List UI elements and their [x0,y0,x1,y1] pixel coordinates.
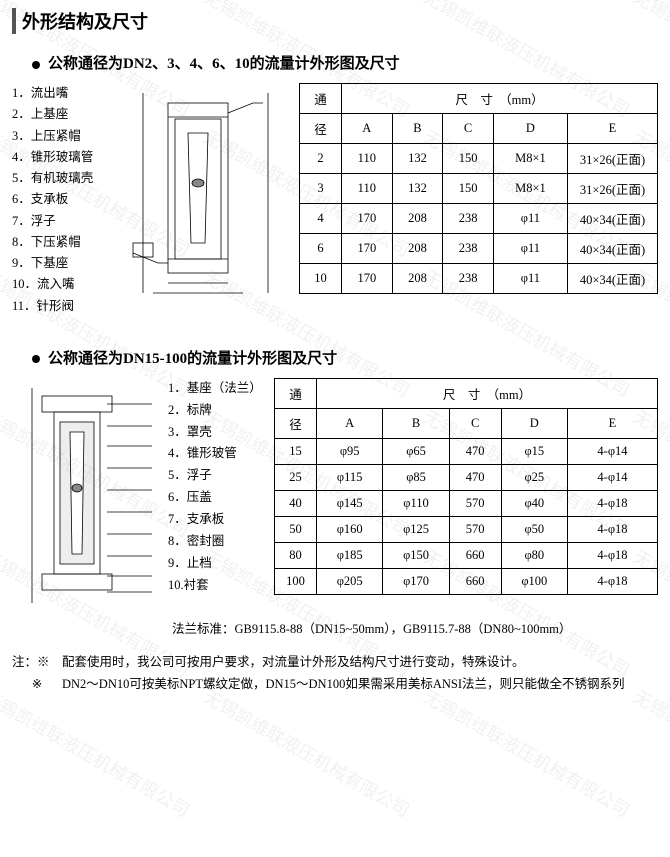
table-row: 40φ145φ110570φ404-φ18 [275,490,658,516]
list-item: 2．标牌 [168,400,268,422]
page-title: 外形结构及尺寸 [12,8,658,34]
list-item: 8．下压紧帽 [12,232,107,253]
list-item: 10.衬套 [168,575,268,597]
list-item: 1．基座（法兰） [168,378,268,400]
section1-parts-list: 1．流出嘴2．上基座3．上压紧帽4．锥形玻璃管5．有机玻璃壳6．支承板7．浮子8… [12,83,107,317]
note1-text: 配套使用时，我公司可按用户要求，对流量计外形及结构尺寸进行变动，特殊设计。 [62,651,658,674]
table-row: 50φ160φ125570φ504-φ18 [275,516,658,542]
note2-label: ※ [12,673,62,696]
list-item: 11．针形阀 [12,296,107,317]
section1-diagram [113,83,293,303]
list-item: 5．浮子 [168,465,268,487]
table-row: 10170208238φ1140×34(正面) [300,264,658,294]
list-item: 3．罩壳 [168,422,268,444]
table-row: 100φ205φ170660φ1004-φ18 [275,568,658,594]
list-item: 1．流出嘴 [12,83,107,104]
list-item: 7．支承板 [168,509,268,531]
section2-body: 1．基座（法兰）2．标牌3．罩壳4．锥形玻管5．浮子6．压盖7．支承板8．密封圈… [12,378,658,608]
notes: 注：※ 配套使用时，我公司可按用户要求，对流量计外形及结构尺寸进行变动，特殊设计… [12,651,658,696]
list-item: 9．止档 [168,553,268,575]
bullet-icon [32,61,40,69]
section2-title: 公称通径为DN15-100的流量计外形图及尺寸 [32,347,658,368]
list-item: 10．流入嘴 [12,274,107,295]
list-item: 7．浮子 [12,211,107,232]
list-item: 5．有机玻璃壳 [12,168,107,189]
list-item: 2．上基座 [12,104,107,125]
section2-parts-list: 1．基座（法兰）2．标牌3．罩壳4．锥形玻管5．浮子6．压盖7．支承板8．密封圈… [168,378,268,597]
section2-diagram [12,378,162,608]
list-item: 6．压盖 [168,487,268,509]
note2-text: DN2～DN10可按美标NPT螺纹定做，DN15～DN100如果需采用美标ANS… [62,673,658,696]
section1-title-text: 公称通径为DN2、3、4、6、10的流量计外形图及尺寸 [48,56,400,72]
table-row: 3110132150M8×131×26(正面) [300,174,658,204]
section2-title-text: 公称通径为DN15-100的流量计外形图及尺寸 [48,351,337,367]
table-row: 2110132150M8×131×26(正面) [300,144,658,174]
table-row: 25φ115φ85470φ254-φ14 [275,464,658,490]
table-row: 80φ185φ150660φ804-φ18 [275,542,658,568]
list-item: 9．下基座 [12,253,107,274]
bullet-icon [32,355,40,363]
list-item: 4．锥形玻管 [168,443,268,465]
note1-label: 注：※ [12,651,62,674]
list-item: 4．锥形玻璃管 [12,147,107,168]
list-item: 3．上压紧帽 [12,126,107,147]
section1-title: 公称通径为DN2、3、4、6、10的流量计外形图及尺寸 [32,52,658,73]
table-row: 15φ95φ65470φ154-φ14 [275,438,658,464]
section1-body: 1．流出嘴2．上基座3．上压紧帽4．锥形玻璃管5．有机玻璃壳6．支承板7．浮子8… [12,83,658,317]
list-item: 6．支承板 [12,189,107,210]
flange-standard: 法兰标准：GB9115.8-88（DN15~50mm），GB9115.7-88（… [172,618,658,637]
table-row: 4170208238φ1140×34(正面) [300,204,658,234]
section1-table: 通尺 寸 （mm）径ABCDE2110132150M8×131×26(正面)31… [299,83,658,294]
section2-table: 通尺 寸 （mm）径ABCDE15φ95φ65470φ154-φ1425φ115… [274,378,658,595]
table-row: 6170208238φ1140×34(正面) [300,234,658,264]
list-item: 8．密封圈 [168,531,268,553]
